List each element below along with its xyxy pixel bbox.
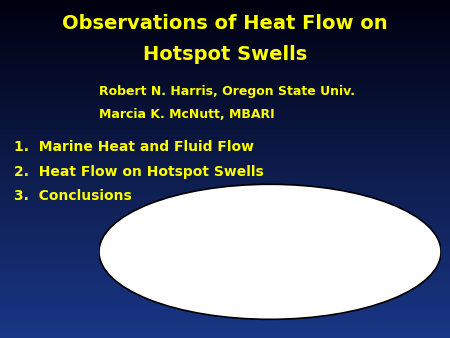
- Ellipse shape: [99, 184, 441, 319]
- Text: Observations of Heat Flow on: Observations of Heat Flow on: [62, 14, 388, 33]
- Text: 3.  Conclusions: 3. Conclusions: [14, 189, 131, 203]
- Text: 1.  Marine Heat and Fluid Flow: 1. Marine Heat and Fluid Flow: [14, 140, 253, 154]
- Text: 2.  Heat Flow on Hotspot Swells: 2. Heat Flow on Hotspot Swells: [14, 165, 263, 179]
- Text: Marcia K. McNutt, MBARI: Marcia K. McNutt, MBARI: [99, 108, 274, 121]
- Text: Hotspot Swells: Hotspot Swells: [143, 45, 307, 64]
- Text: Robert N. Harris, Oregon State Univ.: Robert N. Harris, Oregon State Univ.: [99, 85, 355, 98]
